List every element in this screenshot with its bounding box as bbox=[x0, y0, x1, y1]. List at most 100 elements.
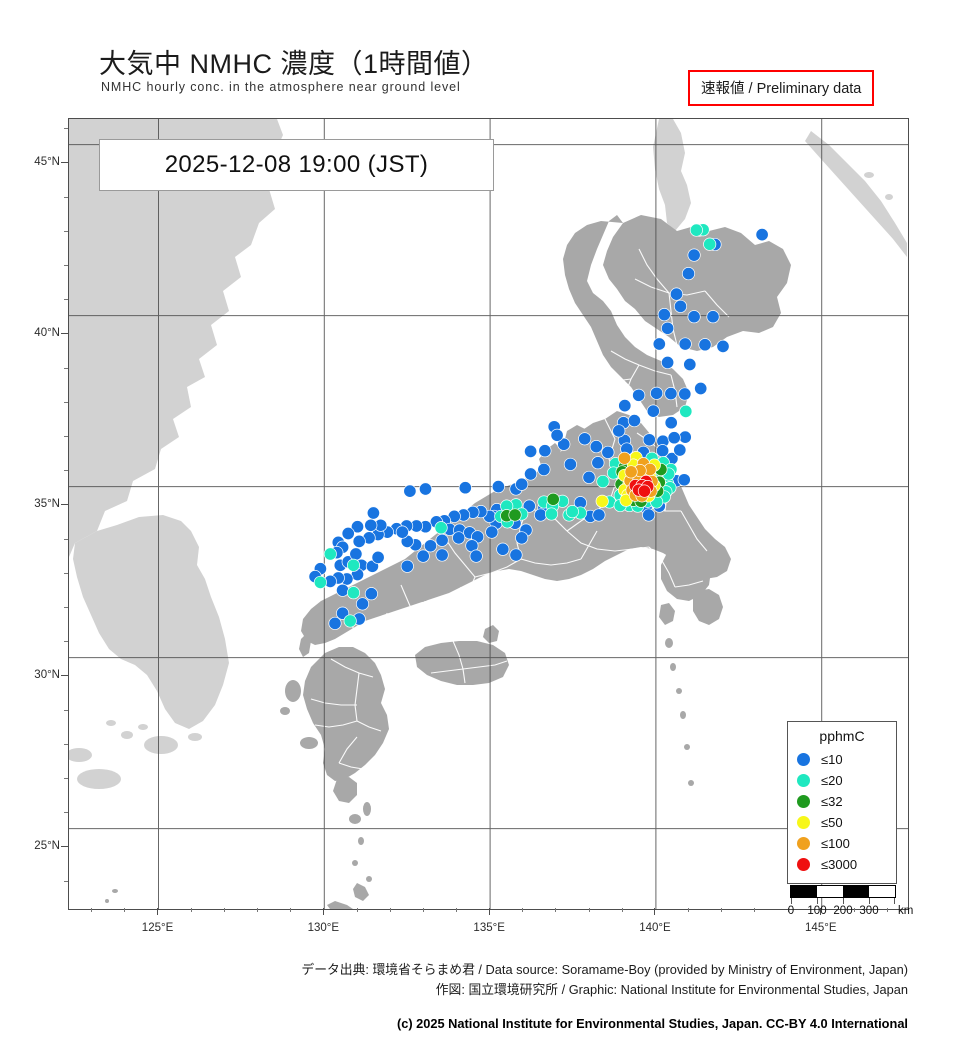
station-marker[interactable] bbox=[589, 440, 603, 454]
station-marker[interactable] bbox=[522, 499, 536, 513]
station-marker[interactable] bbox=[400, 559, 414, 573]
station-marker[interactable] bbox=[627, 414, 641, 428]
station-marker[interactable] bbox=[416, 549, 430, 563]
station-marker[interactable] bbox=[595, 494, 609, 508]
station-marker[interactable] bbox=[650, 386, 664, 400]
station-marker[interactable] bbox=[524, 444, 538, 458]
station-marker[interactable] bbox=[652, 337, 666, 351]
station-marker[interactable] bbox=[601, 445, 615, 459]
station-marker[interactable] bbox=[677, 473, 691, 487]
station-marker[interactable] bbox=[596, 474, 610, 489]
station-marker[interactable] bbox=[656, 444, 670, 458]
station-marker[interactable] bbox=[678, 387, 692, 401]
station-marker[interactable] bbox=[537, 462, 551, 477]
station-marker[interactable] bbox=[664, 387, 678, 401]
station-marker[interactable] bbox=[328, 616, 342, 630]
station-marker[interactable] bbox=[678, 430, 692, 444]
station-marker[interactable] bbox=[657, 308, 671, 322]
map-canvas[interactable] bbox=[68, 118, 909, 910]
station-marker[interactable] bbox=[469, 549, 483, 563]
legend-item-6[interactable]: ≤3000 bbox=[797, 854, 887, 875]
station-marker[interactable] bbox=[755, 228, 769, 242]
station-marker[interactable] bbox=[624, 465, 638, 479]
station-marker[interactable] bbox=[515, 477, 529, 491]
station-marker[interactable] bbox=[346, 558, 361, 572]
station-marker[interactable] bbox=[435, 548, 449, 562]
station-marker[interactable] bbox=[496, 542, 510, 556]
station-marker[interactable] bbox=[546, 492, 560, 506]
station-marker[interactable] bbox=[346, 586, 361, 600]
station-marker[interactable] bbox=[664, 416, 678, 430]
station-marker[interactable] bbox=[550, 428, 564, 442]
station-marker[interactable] bbox=[534, 508, 548, 522]
station-marker[interactable] bbox=[452, 531, 466, 545]
station-marker[interactable] bbox=[646, 404, 660, 418]
station-marker[interactable] bbox=[403, 484, 417, 498]
station-marker[interactable] bbox=[364, 587, 378, 601]
station-marker[interactable] bbox=[687, 248, 701, 262]
station-marker[interactable] bbox=[563, 457, 577, 471]
station-marker[interactable] bbox=[434, 521, 448, 535]
station-marker[interactable] bbox=[371, 550, 385, 564]
station-marker[interactable] bbox=[395, 525, 409, 539]
station-marker[interactable] bbox=[618, 399, 632, 413]
station-marker[interactable] bbox=[582, 470, 596, 484]
station-marker[interactable] bbox=[565, 505, 579, 519]
legend-item-1[interactable]: ≤10 bbox=[797, 749, 887, 770]
station-marker[interactable] bbox=[694, 381, 708, 396]
station-marker[interactable] bbox=[592, 508, 606, 522]
station-marker[interactable] bbox=[557, 437, 571, 451]
station-marker[interactable] bbox=[364, 518, 378, 532]
station-marker[interactable] bbox=[509, 548, 523, 562]
station-marker[interactable] bbox=[689, 223, 703, 237]
legend-item-2[interactable]: ≤20 bbox=[797, 770, 887, 791]
station-marker[interactable] bbox=[538, 444, 552, 458]
station-marker[interactable] bbox=[349, 547, 363, 561]
station-marker[interactable] bbox=[617, 451, 632, 465]
station-marker[interactable] bbox=[366, 506, 380, 520]
station-marker[interactable] bbox=[458, 481, 472, 495]
legend-item-3[interactable]: ≤32 bbox=[797, 791, 887, 812]
station-marker[interactable] bbox=[703, 237, 717, 251]
legend-item-5[interactable]: ≤100 bbox=[797, 833, 887, 854]
station-marker[interactable] bbox=[343, 614, 357, 628]
station-marker[interactable] bbox=[661, 355, 675, 370]
station-marker[interactable] bbox=[679, 404, 693, 418]
station-marker[interactable] bbox=[642, 433, 656, 447]
station-marker[interactable] bbox=[683, 357, 697, 372]
station-marker[interactable] bbox=[524, 467, 538, 481]
station-marker[interactable] bbox=[323, 547, 337, 561]
station-marker[interactable] bbox=[673, 443, 687, 457]
station-marker[interactable] bbox=[578, 432, 592, 446]
station-marker[interactable] bbox=[661, 321, 675, 335]
station-marker[interactable] bbox=[418, 482, 433, 496]
station-marker[interactable] bbox=[637, 484, 651, 498]
station-marker[interactable] bbox=[485, 525, 499, 539]
station-marker[interactable] bbox=[591, 456, 605, 470]
station-marker[interactable] bbox=[687, 310, 701, 324]
station-marker[interactable] bbox=[336, 583, 350, 597]
station-marker[interactable] bbox=[716, 339, 730, 353]
station-marker[interactable] bbox=[706, 310, 720, 324]
station-marker[interactable] bbox=[678, 337, 692, 351]
station-marker[interactable] bbox=[669, 287, 684, 301]
station-marker[interactable] bbox=[341, 526, 355, 541]
station-marker[interactable] bbox=[673, 299, 688, 313]
station-marker[interactable] bbox=[435, 533, 449, 547]
station-marker[interactable] bbox=[352, 534, 366, 548]
legend-item-4[interactable]: ≤50 bbox=[797, 812, 887, 833]
station-marker[interactable] bbox=[355, 597, 370, 611]
station-marker[interactable] bbox=[423, 539, 438, 553]
station-marker[interactable] bbox=[642, 508, 656, 522]
station-marker[interactable] bbox=[681, 267, 696, 281]
measurement-station-markers[interactable] bbox=[308, 223, 769, 630]
station-marker[interactable] bbox=[612, 424, 626, 438]
station-marker[interactable] bbox=[491, 480, 505, 494]
station-marker[interactable] bbox=[313, 575, 327, 589]
station-marker[interactable] bbox=[698, 338, 712, 352]
station-marker[interactable] bbox=[515, 531, 529, 545]
station-marker[interactable] bbox=[350, 520, 365, 534]
station-marker[interactable] bbox=[667, 431, 681, 445]
station-marker[interactable] bbox=[632, 388, 646, 402]
station-marker[interactable] bbox=[544, 507, 559, 521]
